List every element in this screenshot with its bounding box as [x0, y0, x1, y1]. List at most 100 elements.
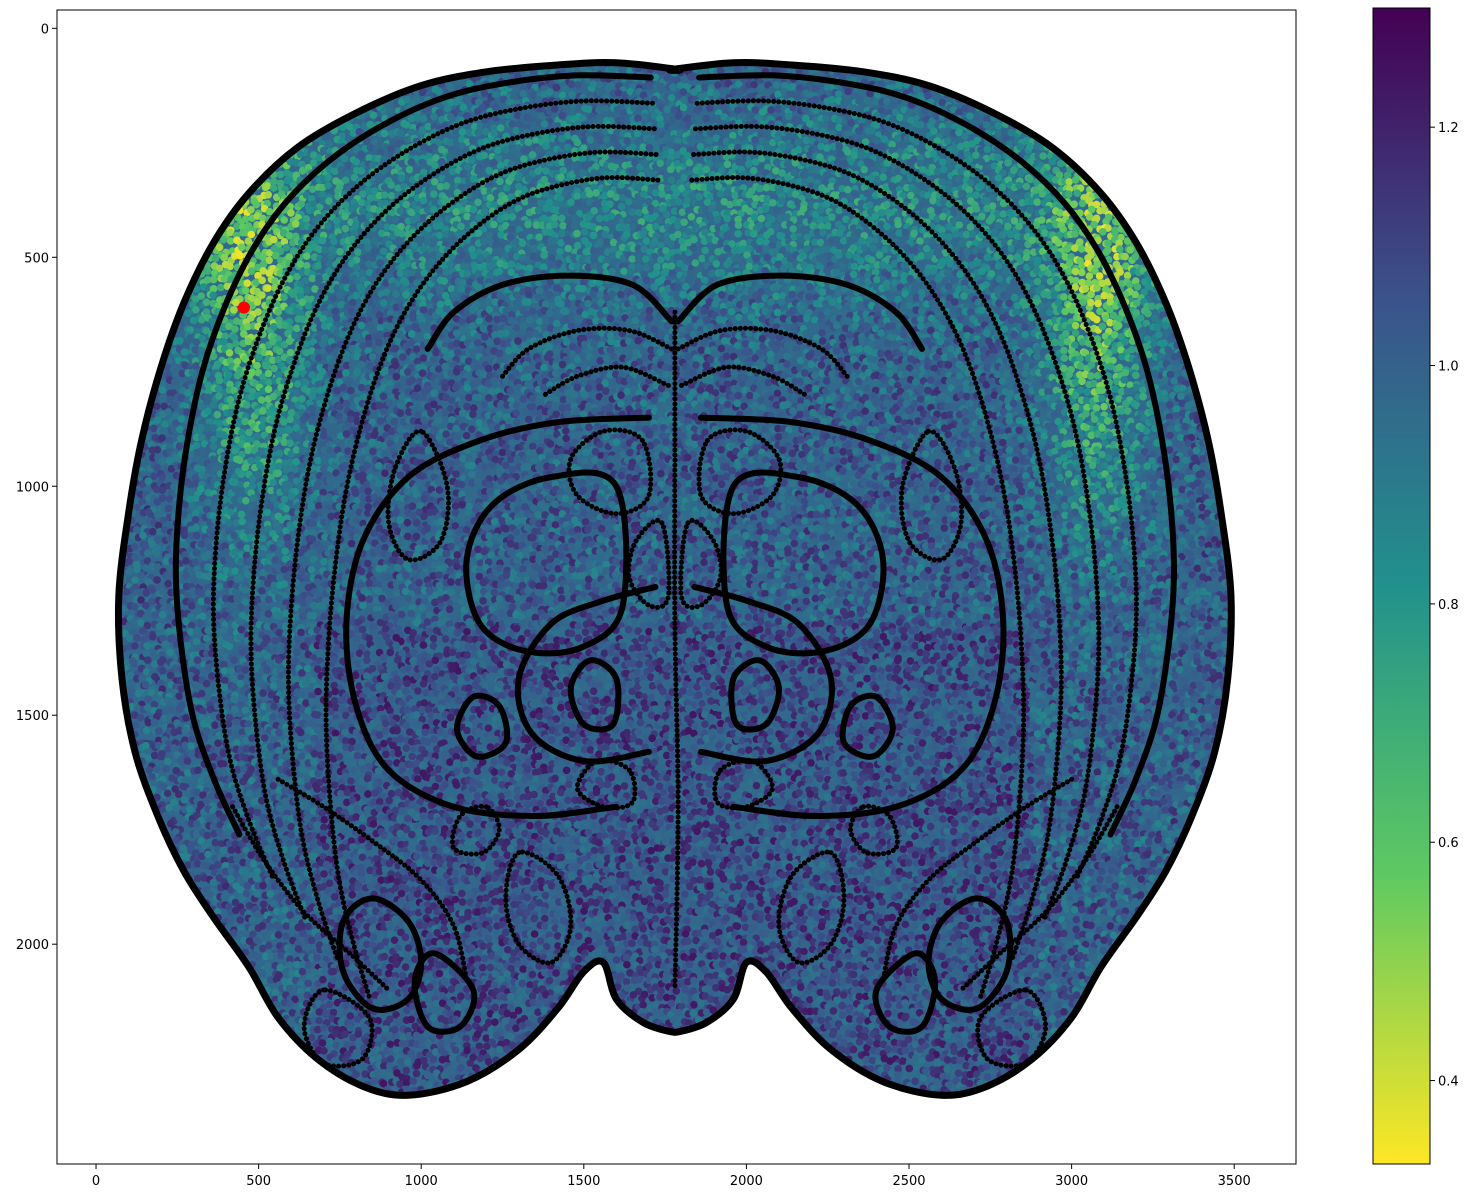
cell-point	[558, 112, 566, 120]
cell-point	[662, 210, 671, 219]
cell-point	[447, 98, 456, 107]
cell-point	[579, 169, 587, 177]
cell-point	[639, 91, 648, 99]
cell-point	[871, 212, 880, 221]
cell-point	[493, 72, 501, 80]
cell-point	[663, 105, 671, 114]
cell-point	[570, 222, 578, 230]
cell-point	[480, 89, 489, 98]
cell-point	[794, 116, 802, 125]
cell-point	[358, 207, 367, 215]
cell-point	[359, 190, 367, 199]
cell-point	[773, 222, 781, 231]
cell-point	[730, 88, 738, 96]
cell-point	[402, 121, 411, 129]
cell-point	[750, 213, 759, 222]
cell-point	[330, 237, 338, 246]
cell-point	[998, 231, 1007, 239]
cell-point	[524, 220, 532, 229]
cell-point	[674, 230, 682, 239]
cell-point	[489, 158, 498, 167]
cell-point	[396, 129, 405, 138]
cell-point	[558, 229, 566, 238]
cell-point	[894, 220, 902, 229]
cell-point	[952, 230, 960, 238]
cell-point	[573, 229, 581, 238]
cell-point	[319, 146, 328, 155]
cell-point	[683, 196, 691, 205]
cell-point	[528, 151, 537, 159]
cell-point	[667, 176, 676, 184]
cell-point	[585, 105, 593, 113]
cell-point	[639, 230, 647, 238]
cell-point	[341, 212, 349, 221]
cell-point	[966, 112, 974, 120]
cell-point	[762, 130, 771, 138]
cell-point	[691, 225, 700, 233]
cell-point	[590, 207, 598, 215]
cell-point	[893, 134, 902, 143]
cell-point	[734, 230, 742, 238]
cell-point	[480, 237, 488, 246]
cell-point	[446, 152, 454, 161]
cell-point	[1070, 200, 1078, 208]
cell-point	[656, 120, 665, 129]
cell-point	[733, 65, 742, 74]
cell-point	[485, 166, 494, 175]
cell-point	[386, 107, 394, 116]
cell-point	[1043, 205, 1052, 214]
cell-point	[490, 220, 498, 229]
cell-point	[291, 220, 300, 228]
cell-point	[469, 137, 477, 145]
cell-point	[850, 104, 858, 112]
cell-point	[756, 84, 765, 93]
cell-point	[442, 182, 451, 190]
cell-point	[634, 183, 642, 192]
cell-point	[457, 222, 465, 231]
cell-point	[877, 80, 885, 88]
cell-point	[993, 153, 1002, 162]
cell-point	[357, 214, 366, 223]
cell-point	[430, 190, 438, 198]
cell-point	[573, 192, 581, 201]
cell-point	[468, 156, 476, 164]
cell-point	[774, 90, 782, 99]
cell-point	[535, 145, 543, 154]
cell-point	[1015, 222, 1023, 231]
cell-point	[723, 160, 732, 168]
cell-point	[939, 212, 947, 221]
cell-point	[700, 67, 708, 76]
cell-point	[585, 190, 594, 198]
cell-point	[559, 221, 567, 230]
cell-point	[581, 83, 590, 92]
cell-point	[496, 197, 505, 206]
cell-point	[574, 199, 582, 207]
cell-point	[767, 106, 775, 114]
cell-point	[747, 65, 755, 74]
cell-point	[1099, 228, 1107, 236]
cell-point	[851, 189, 859, 198]
cell-point	[502, 184, 511, 192]
cell-point	[680, 75, 688, 84]
cell-point	[695, 193, 703, 201]
cell-point	[651, 222, 660, 230]
cell-point	[879, 173, 887, 181]
cell-point	[945, 233, 953, 241]
cell-point	[896, 113, 904, 122]
cell-point	[463, 95, 472, 104]
cell-point	[766, 227, 775, 236]
cell-point	[297, 200, 306, 208]
cell-point	[1015, 181, 1023, 190]
cell-point	[613, 231, 621, 240]
cell-point	[644, 197, 653, 206]
cell-point	[534, 167, 542, 175]
cell-point	[419, 114, 428, 123]
cell-point	[751, 158, 760, 166]
cell-point	[1048, 157, 1057, 166]
cell-point	[512, 237, 520, 246]
cell-point	[712, 90, 720, 98]
cell-point	[778, 197, 786, 205]
cell-point	[595, 106, 603, 114]
cell-point	[623, 216, 631, 224]
cell-point	[589, 80, 598, 88]
